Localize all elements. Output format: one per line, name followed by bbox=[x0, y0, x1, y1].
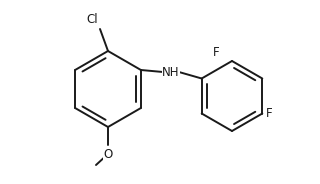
Text: Cl: Cl bbox=[86, 13, 98, 26]
Text: F: F bbox=[266, 107, 273, 120]
Text: NH: NH bbox=[162, 66, 180, 79]
Text: O: O bbox=[103, 148, 113, 161]
Text: F: F bbox=[213, 47, 220, 59]
